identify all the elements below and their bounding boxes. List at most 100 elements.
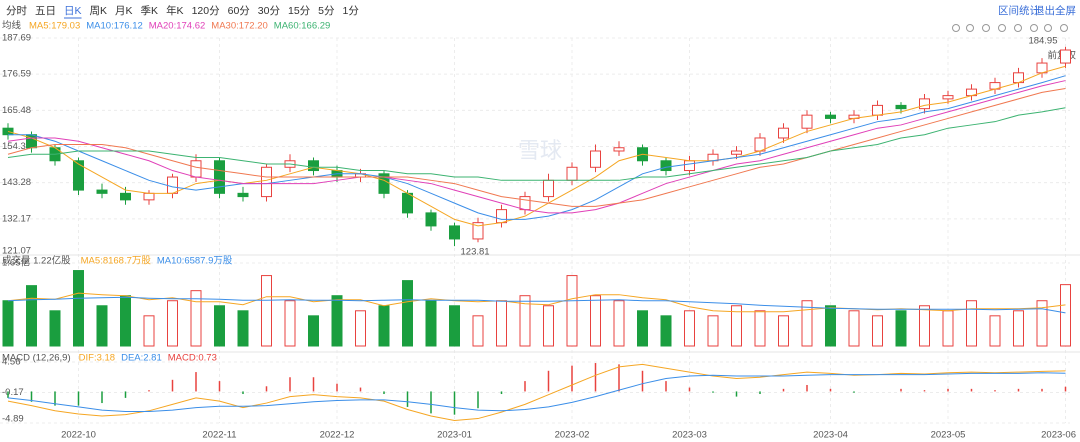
y-tick-label: 121.07 — [2, 246, 31, 257]
candle-body — [872, 104, 883, 116]
volume-bar — [825, 305, 836, 347]
volume-bar — [261, 275, 272, 347]
y-tick-label: 154.38 — [2, 141, 31, 152]
x-tick-label: 2022-11 — [202, 430, 236, 441]
volume-bar — [872, 315, 883, 347]
tab[interactable]: 五日 — [35, 5, 56, 17]
legend-entry: MA30:172.20 — [211, 21, 268, 32]
candle-body — [895, 104, 907, 110]
legend-entry: MA20:174.62 — [149, 21, 206, 32]
icon[interactable] — [966, 24, 974, 32]
volume-bar — [143, 315, 155, 347]
tab[interactable]: 60分 — [228, 5, 251, 17]
y-tick-label: 165.48 — [2, 105, 31, 116]
volume-bar — [496, 300, 507, 347]
range-stats[interactable]: 区间统计 — [998, 4, 1040, 17]
y-tick-label: -4.89 — [2, 414, 24, 425]
volume-bar — [989, 315, 1001, 347]
legend-entry: MA10:6587.9万股 — [157, 256, 233, 267]
icon[interactable] — [1014, 24, 1022, 32]
tab[interactable]: 分时 — [6, 5, 27, 17]
candle-body — [96, 189, 108, 194]
icon[interactable] — [1060, 24, 1068, 32]
tab[interactable]: 月K — [115, 5, 133, 17]
y-tick-label: 4.56 — [2, 357, 21, 368]
y-tick-label: 176.59 — [2, 69, 31, 80]
candle-body — [2, 127, 14, 136]
volume-bar — [2, 300, 14, 347]
candle-body — [942, 95, 954, 100]
volume-bar — [237, 310, 249, 347]
legend-entry: MA5:8168.7万股 — [81, 256, 152, 267]
volume-bar — [684, 310, 695, 347]
tab[interactable]: 30分 — [258, 5, 281, 17]
exit-fullscreen[interactable]: 退出全屏 — [1034, 4, 1076, 17]
volume-bar — [284, 300, 296, 347]
icon[interactable] — [998, 24, 1006, 32]
candle-body — [120, 192, 131, 201]
candle-body — [590, 150, 601, 168]
y-tick-label: 143.28 — [2, 177, 31, 188]
volume-bar — [190, 290, 202, 347]
tab[interactable]: 5分 — [318, 5, 335, 17]
candle-body — [425, 212, 437, 227]
volume-bar — [519, 295, 531, 347]
pane-title: MACD (12,26,9) — [2, 353, 71, 364]
icon[interactable] — [982, 24, 990, 32]
volume-bar — [73, 270, 84, 347]
volume-bar — [355, 310, 366, 347]
ma-line — [7, 87, 1066, 207]
volume-bar — [449, 305, 460, 347]
volume-bar — [378, 305, 390, 347]
volume-bar — [1036, 300, 1048, 347]
candle-body — [190, 160, 202, 178]
tab[interactable]: 年K — [166, 4, 184, 17]
legend-entry: DEA:2.81 — [121, 353, 162, 364]
volume-bar — [942, 310, 954, 347]
x-tick-label: 2023-01 — [437, 430, 472, 441]
tab[interactable]: 120分 — [192, 5, 221, 17]
icon[interactable] — [1044, 24, 1052, 32]
candle-body — [543, 179, 554, 198]
tab[interactable]: 15分 — [288, 5, 311, 17]
y-tick-label: 187.69 — [2, 33, 31, 44]
volume-bar — [613, 300, 625, 347]
volume-bar — [214, 305, 225, 347]
x-tick-label: 2023-03 — [672, 430, 707, 441]
candle-body — [214, 160, 225, 194]
legend-entry: MA10:176.12 — [86, 21, 143, 32]
volume-bar — [566, 275, 578, 347]
candle-body — [919, 98, 930, 110]
candle-body — [237, 192, 249, 198]
candle-body — [613, 147, 625, 152]
candle-body — [801, 114, 813, 129]
volume-bar — [472, 315, 484, 347]
tab[interactable]: 周K — [90, 5, 108, 17]
candle-body — [496, 209, 507, 224]
max-label: 184.95 — [1028, 35, 1057, 46]
legend-entry: MA5:179.03 — [29, 21, 80, 32]
tab[interactable]: 季K — [141, 5, 159, 17]
tab[interactable]: 日K — [64, 5, 82, 17]
volume-ma-line — [7, 296, 1066, 314]
candle-body — [519, 196, 531, 211]
volume-bar — [49, 310, 61, 347]
ma-line — [7, 80, 1066, 214]
volume-bar — [919, 305, 930, 347]
candle-body — [73, 160, 84, 191]
volume-bar — [1060, 284, 1071, 347]
volume-bar — [120, 295, 131, 347]
x-tick-label: 2023-02 — [555, 430, 590, 441]
legend-entry: MA60:166.29 — [274, 21, 331, 32]
y-tick-label: 132.17 — [2, 213, 31, 224]
icon[interactable] — [1030, 24, 1038, 32]
volume-bar — [590, 295, 601, 347]
volume-bar — [895, 310, 907, 347]
icon[interactable] — [952, 24, 960, 32]
volume-bar — [167, 300, 178, 347]
candle-body — [402, 192, 413, 214]
tab[interactable]: 1分 — [343, 5, 360, 17]
x-tick-label: 2023-05 — [931, 430, 966, 441]
volume-bar — [707, 315, 719, 347]
